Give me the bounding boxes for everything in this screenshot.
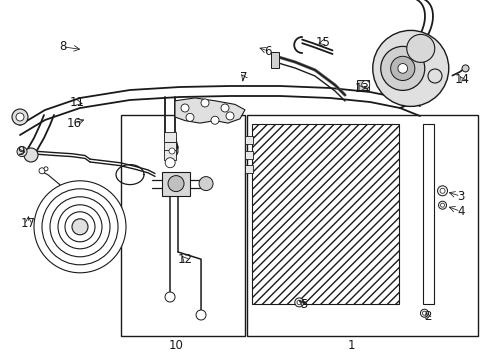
Circle shape [225, 112, 234, 120]
Circle shape [390, 56, 414, 81]
Bar [246, 115, 477, 336]
Text: 13: 13 [354, 82, 368, 95]
Circle shape [427, 69, 441, 83]
Text: 9: 9 [17, 145, 24, 158]
Text: 7: 7 [239, 71, 247, 84]
Text: 8: 8 [59, 40, 66, 53]
Circle shape [294, 298, 303, 307]
Circle shape [165, 158, 175, 168]
Circle shape [420, 309, 427, 317]
Text: 11: 11 [70, 96, 84, 109]
Text: 17: 17 [21, 217, 36, 230]
Bar [164, 142, 176, 152]
Circle shape [196, 310, 205, 320]
Circle shape [44, 167, 48, 171]
Circle shape [437, 186, 447, 196]
Text: 1: 1 [346, 339, 354, 352]
Circle shape [380, 46, 424, 90]
Bar [245, 151, 253, 159]
Circle shape [50, 197, 110, 257]
Circle shape [58, 205, 102, 249]
Bar [356, 80, 368, 90]
Circle shape [422, 311, 426, 315]
Text: 12: 12 [177, 253, 192, 266]
Circle shape [65, 212, 95, 242]
Text: 14: 14 [454, 73, 468, 86]
Circle shape [361, 81, 369, 89]
Circle shape [72, 219, 88, 235]
Text: 10: 10 [168, 339, 183, 352]
Circle shape [181, 104, 189, 112]
Circle shape [201, 99, 208, 107]
Bar [245, 136, 253, 144]
Bar [121, 115, 245, 336]
Circle shape [439, 188, 444, 193]
Bar [245, 165, 253, 173]
Bar [164, 132, 176, 142]
Circle shape [168, 176, 183, 192]
Circle shape [16, 113, 24, 121]
Circle shape [12, 109, 28, 125]
Circle shape [438, 201, 446, 209]
Text: 6: 6 [264, 45, 271, 58]
Text: 4: 4 [456, 205, 464, 218]
Circle shape [169, 148, 175, 154]
Bar [422, 124, 433, 304]
Text: 5: 5 [300, 298, 307, 311]
Circle shape [185, 113, 194, 121]
Text: 15: 15 [315, 36, 329, 49]
Circle shape [440, 203, 444, 207]
Bar [164, 150, 176, 160]
Polygon shape [175, 98, 244, 123]
Bar [162, 172, 190, 195]
Circle shape [406, 35, 434, 62]
Circle shape [165, 292, 175, 302]
Circle shape [24, 148, 38, 162]
Circle shape [461, 65, 468, 72]
Circle shape [17, 147, 27, 157]
Circle shape [210, 116, 219, 124]
Circle shape [39, 168, 45, 174]
Text: 2: 2 [423, 310, 431, 323]
Circle shape [165, 145, 178, 157]
Circle shape [397, 64, 407, 73]
Circle shape [221, 104, 228, 112]
Circle shape [296, 300, 301, 305]
Circle shape [34, 181, 126, 273]
Text: 3: 3 [456, 190, 464, 203]
Bar [270, 52, 279, 68]
Circle shape [199, 177, 213, 190]
Text: 16: 16 [67, 117, 81, 130]
Circle shape [372, 30, 448, 107]
Circle shape [42, 189, 118, 265]
Bar [251, 124, 398, 304]
